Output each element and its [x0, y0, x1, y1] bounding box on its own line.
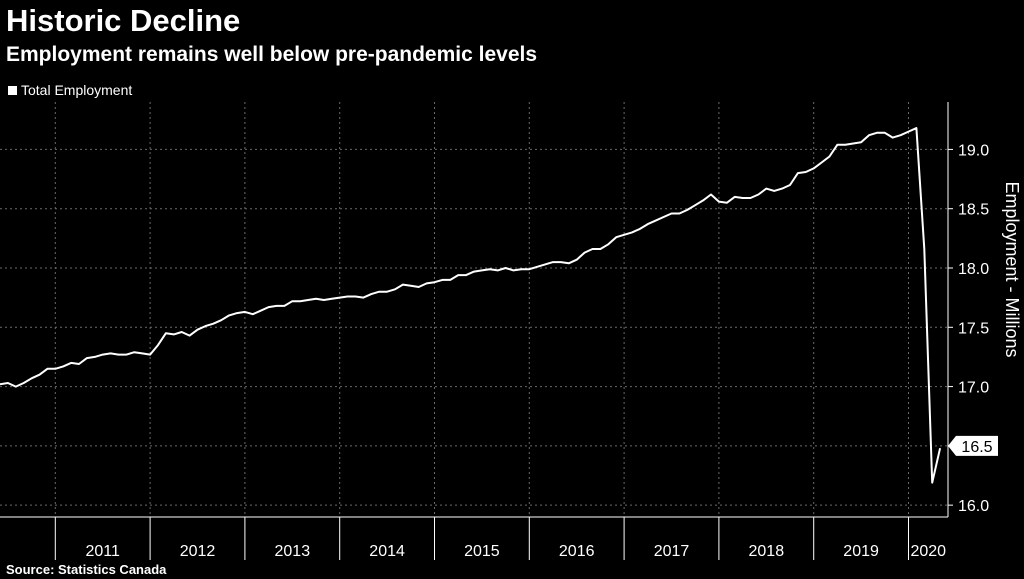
y-tick-label: 19.0 — [958, 142, 989, 159]
last-value-tag — [948, 435, 998, 456]
x-tick-label: 2017 — [654, 543, 690, 560]
y-tick-labels: 16.0 17.0 17.5 18.0 18.5 19.0 — [958, 142, 989, 515]
axes — [0, 102, 953, 560]
x-tick-label: 2020 — [910, 543, 946, 560]
y-tick-label: 16.0 — [958, 498, 989, 515]
chart-subtitle: Employment remains well below pre-pandem… — [6, 43, 538, 66]
y-tick-label: 17.5 — [958, 320, 989, 337]
last-value-callout: 16.5 — [948, 435, 998, 456]
legend-label: Total Employment — [21, 82, 133, 98]
y-tick-label: 17.0 — [958, 380, 989, 397]
x-tick-label: 2019 — [843, 543, 879, 560]
x-tick-label: 2016 — [559, 543, 595, 560]
x-tick-label: 2014 — [369, 543, 405, 560]
grid-lines — [0, 102, 948, 517]
x-tick-label: 2013 — [275, 543, 311, 560]
x-tick-label: 2015 — [464, 543, 500, 560]
y-tick-label: 18.0 — [958, 261, 989, 278]
y-tick-label: 18.5 — [958, 202, 989, 219]
y-axis-label: Employment - Millions — [1002, 181, 1022, 357]
series-layer — [0, 127, 942, 484]
last-value-label: 16.5 — [961, 439, 992, 456]
chart-title: Historic Decline — [6, 3, 241, 38]
y-axis-label-group: Employment - Millions — [1002, 181, 1022, 357]
source-note: Source: Statistics Canada — [6, 562, 167, 577]
legend-swatch — [8, 85, 17, 95]
x-tick-label: 2018 — [749, 543, 785, 560]
x-tick-labels: 2011 2012 2013 2014 2015 2016 2017 2018 2019 2020 — [85, 543, 946, 560]
series-line-total-employment — [0, 127, 942, 484]
legend: Total Employment — [8, 82, 132, 98]
x-tick-label: 2011 — [85, 543, 120, 560]
x-tick-label: 2012 — [180, 543, 216, 560]
